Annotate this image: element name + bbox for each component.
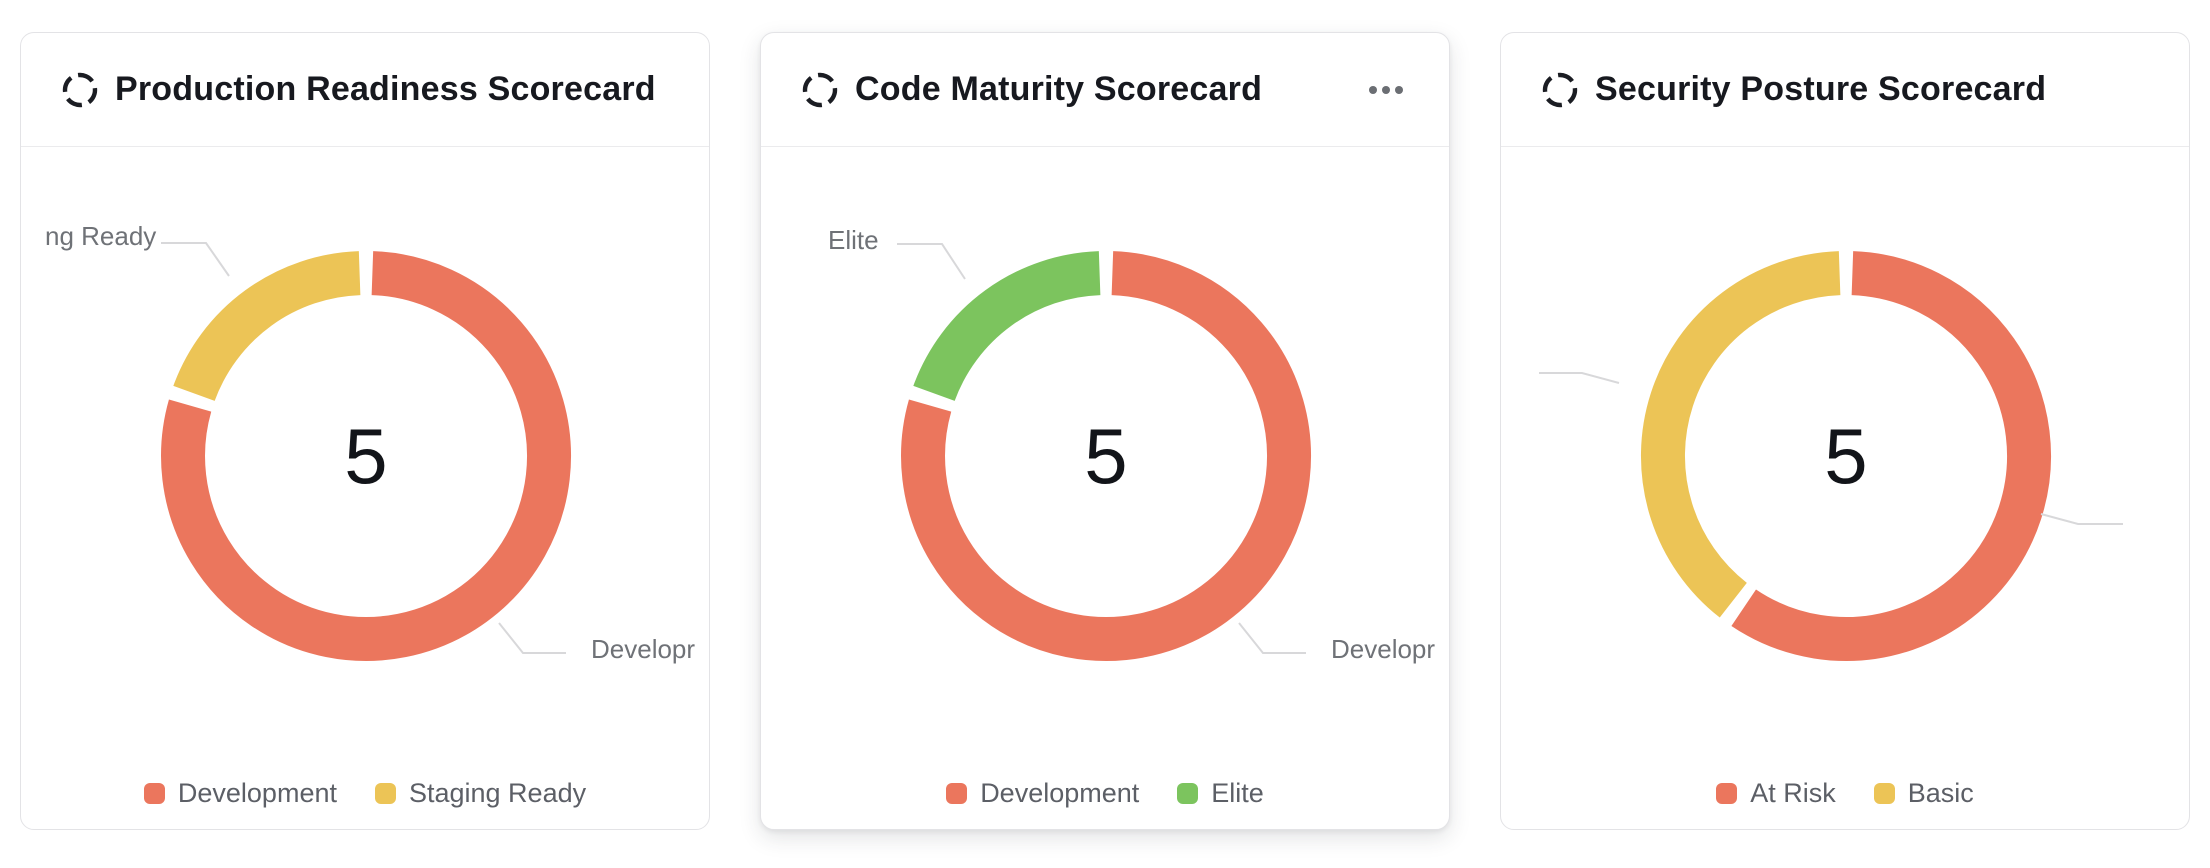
legend-label: Development bbox=[980, 778, 1140, 808]
card-header: Production Readiness Scorecard bbox=[21, 33, 709, 147]
card-header: Code Maturity Scorecard bbox=[761, 33, 1449, 147]
callout-label-development: Developr bbox=[1331, 634, 1436, 664]
legend-swatch bbox=[143, 783, 165, 804]
callout-label-elite: Elite bbox=[828, 225, 879, 255]
legend-swatch bbox=[946, 783, 968, 804]
donut-chart[interactable] bbox=[86, 176, 646, 736]
legend-label: Staging Ready bbox=[408, 778, 587, 808]
donut-segment-development[interactable] bbox=[901, 251, 1312, 661]
callout-label-staging-ready: ng Ready bbox=[45, 221, 157, 251]
legend-item-basic[interactable]: Basic bbox=[1873, 778, 1974, 809]
donut-segment-basic[interactable] bbox=[1640, 251, 1841, 618]
card-header: Security Posture Scorecard bbox=[1501, 33, 2189, 147]
donut-segment-at-risk[interactable] bbox=[1731, 251, 2052, 661]
legend-item-elite[interactable]: Elite bbox=[1177, 778, 1264, 809]
card-title: Production Readiness Scorecard bbox=[115, 70, 656, 108]
donut-segment-elite[interactable] bbox=[913, 251, 1101, 402]
donut-chart[interactable] bbox=[826, 176, 1386, 736]
dashed-ring-scorecard-icon bbox=[802, 72, 838, 107]
legend-label: Development bbox=[177, 778, 337, 808]
legend-item-development[interactable]: Development bbox=[143, 778, 337, 809]
card-security-posture: Security Posture Scorecard 5 At Risk Bas… bbox=[1500, 32, 2190, 830]
dashed-ring-scorecard-icon bbox=[62, 72, 98, 107]
card-production-readiness: Production Readiness Scorecard 5 ng Read… bbox=[20, 32, 710, 830]
legend-swatch bbox=[1177, 783, 1199, 804]
card-title: Security Posture Scorecard bbox=[1595, 70, 2047, 108]
donut-chart[interactable] bbox=[1566, 176, 2126, 736]
card-title: Code Maturity Scorecard bbox=[855, 70, 1263, 108]
card-menu-button[interactable] bbox=[1363, 76, 1409, 104]
chart-legend: Development Elite bbox=[761, 778, 1449, 809]
legend-item-development[interactable]: Development bbox=[946, 778, 1139, 809]
donut-segment-development[interactable] bbox=[161, 251, 572, 661]
legend-swatch bbox=[1873, 783, 1895, 804]
legend-swatch bbox=[1716, 783, 1738, 804]
legend-item-staging-ready[interactable]: Staging Ready bbox=[374, 778, 587, 809]
legend-label: Basic bbox=[1907, 778, 1974, 808]
ellipsis-icon bbox=[1369, 85, 1377, 94]
donut-segment-staging-ready[interactable] bbox=[173, 251, 361, 402]
ellipsis-icon bbox=[1395, 85, 1403, 94]
legend-label: At Risk bbox=[1750, 778, 1836, 808]
callout-label-development: Developr bbox=[591, 634, 696, 664]
chart-legend: At Risk Basic bbox=[1501, 778, 2189, 809]
legend-swatch bbox=[374, 783, 396, 804]
dashed-ring-scorecard-icon bbox=[1542, 72, 1578, 107]
ellipsis-icon bbox=[1382, 85, 1390, 94]
chart-legend: Development Staging Ready bbox=[21, 778, 709, 809]
card-code-maturity: Code Maturity Scorecard 5 Elite Developr… bbox=[760, 32, 1450, 830]
legend-label: Elite bbox=[1211, 778, 1264, 808]
legend-item-at-risk[interactable]: At Risk bbox=[1716, 778, 1836, 809]
